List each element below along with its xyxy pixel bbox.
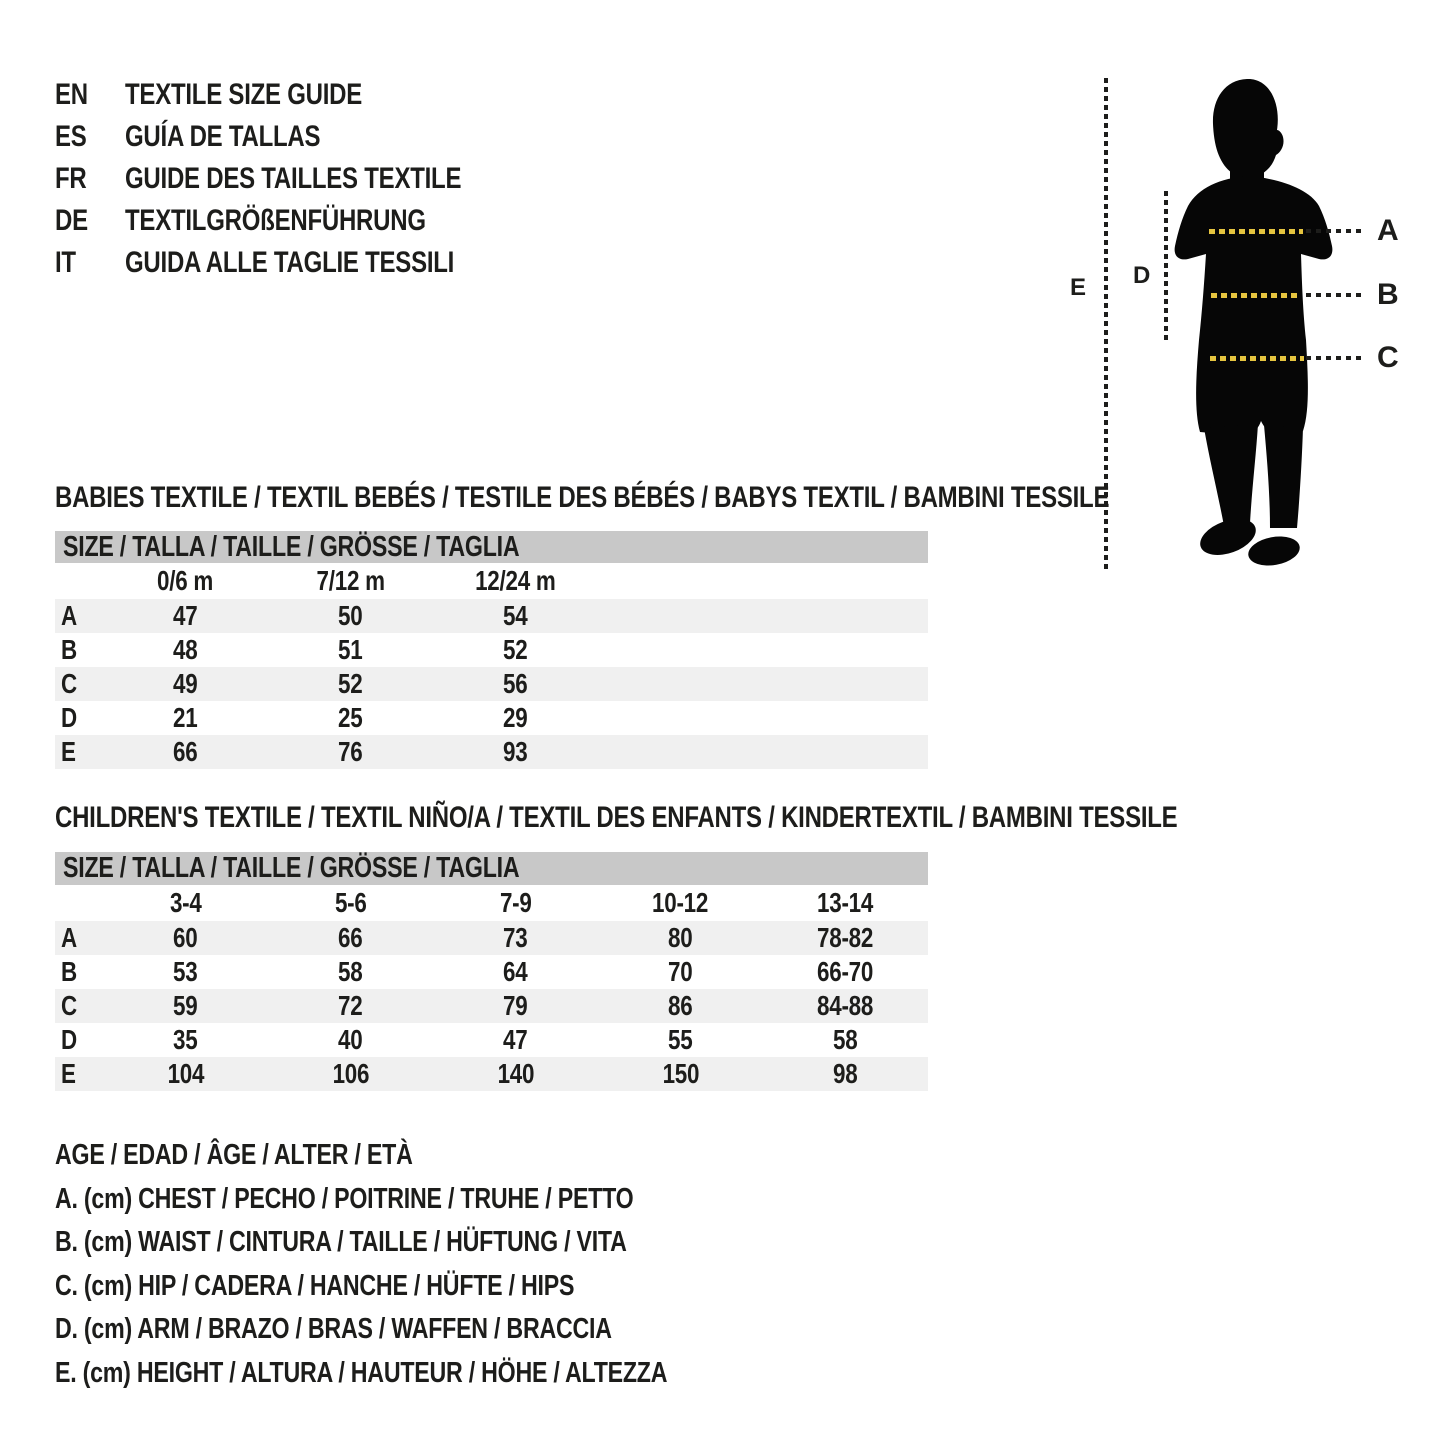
lang-row-it: IT GUIDA ALLE TAGLIE TESSILI [55, 242, 545, 284]
legend-age: AGE / EDAD / ÂGE / ALTER / ETÀ [55, 1139, 413, 1172]
silhouette-head [1212, 78, 1284, 179]
children-row-e: E 104 106 140 150 98 [55, 1057, 928, 1091]
babies-row-b: B 48 51 52 [61, 634, 528, 665]
silhouette-right-shoe [1248, 536, 1300, 566]
legend-arm: D. (cm) ARM / BRAZO / BRAS / WAFFEN / BR… [55, 1313, 612, 1346]
babies-section-title: BABIES TEXTILE / TEXTIL BEBÉS / TESTILE … [55, 481, 1110, 514]
children-column-headers: 3-4 5-6 7-9 10-12 13-14 [55, 885, 928, 921]
children-col-5-6: 5-6 [334, 887, 367, 918]
silhouette-right-leg [1264, 425, 1303, 528]
lang-code-fr: FR [55, 162, 87, 195]
children-section-title: CHILDREN'S TEXTILE / TEXTIL NIÑO/A / TEX… [55, 801, 1178, 834]
lang-row-fr: FR GUIDE DES TAILLES TEXTILE [55, 158, 545, 200]
chest-measure-dash-outer [1306, 229, 1364, 233]
lang-title-es: GUÍA DE TALLAS [125, 120, 321, 153]
lang-title-it: GUIDA ALLE TAGLIE TESSILI [125, 246, 455, 279]
figure-label-d: D [1133, 262, 1151, 289]
child-silhouette-image [1174, 78, 1333, 566]
chest-measure-dash-inner [1209, 229, 1303, 234]
babies-col-0-6m: 0/6 m [157, 565, 214, 596]
legend-height: E. (cm) HEIGHT / ALTURA / HAUTEUR / HÖHE… [55, 1356, 668, 1389]
babies-row-e: E 66 76 93 [55, 735, 928, 769]
children-col-3-4: 3-4 [169, 887, 202, 918]
legend-chest: A. (cm) CHEST / PECHO / POITRINE / TRUHE… [55, 1182, 634, 1215]
lang-title-de: TEXTILGRÖßENFÜHRUNG [125, 204, 426, 237]
measurement-legend: AGE / EDAD / ÂGE / ALTER / ETÀ A. (cm) C… [55, 1134, 820, 1395]
children-size-bar: SIZE / TALLA / TAILLE / GRÖSSE / TAGLIA [55, 852, 928, 885]
lang-row-en: EN TEXTILE SIZE GUIDE [55, 74, 545, 116]
babies-col-7-12m: 7/12 m [316, 565, 385, 596]
figure-label-c: C [1377, 341, 1399, 374]
height-measure-line-e [1104, 78, 1108, 570]
babies-row-c: C 49 52 56 [55, 667, 928, 701]
lang-row-de: DE TEXTILGRÖßENFÜHRUNG [55, 200, 545, 242]
waist-measure-dash-outer [1306, 293, 1364, 297]
children-row-b: B 53 58 64 70 66-70 [61, 956, 874, 987]
silhouette-left-leg [1204, 424, 1258, 526]
hip-measure-dash-outer [1306, 356, 1364, 360]
lang-code-de: DE [55, 204, 88, 237]
lang-code-en: EN [55, 78, 88, 111]
waist-measure-dash-inner [1211, 293, 1301, 298]
lang-title-en: TEXTILE SIZE GUIDE [125, 78, 363, 111]
children-col-10-12: 10-12 [652, 887, 709, 918]
lang-title-fr: GUIDE DES TAILLES TEXTILE [125, 162, 462, 195]
children-col-7-9: 7-9 [499, 887, 532, 918]
babies-column-headers: 0/6 m 7/12 m 12/24 m [55, 563, 928, 599]
arm-measure-line-d [1164, 191, 1168, 344]
lang-row-es: ES GUÍA DE TALLAS [55, 116, 545, 158]
figure-label-a: A [1377, 214, 1399, 247]
silhouette-torso [1174, 176, 1333, 436]
legend-waist: B. (cm) WAIST / CINTURA / TAILLE / HÜFTU… [55, 1226, 627, 1259]
babies-col-12-24m: 12/24 m [475, 565, 556, 596]
babies-row-a: A 47 50 54 [55, 599, 928, 633]
children-row-c: C 59 72 79 86 84-88 [55, 989, 928, 1023]
children-size-table: SIZE / TALLA / TAILLE / GRÖSSE / TAGLIA … [55, 852, 928, 1091]
children-row-a: A 60 66 73 80 78-82 [55, 921, 928, 955]
babies-size-bar: SIZE / TALLA / TAILLE / GRÖSSE / TAGLIA [55, 531, 928, 563]
children-row-d: D 35 40 47 55 58 [61, 1024, 858, 1055]
language-title-block: EN TEXTILE SIZE GUIDE ES GUÍA DE TALLAS … [55, 74, 545, 284]
children-col-13-14: 13-14 [817, 887, 874, 918]
silhouette-left-shoe [1200, 518, 1256, 556]
figure-label-e: E [1070, 274, 1087, 301]
babies-row-d: D 21 25 29 [61, 702, 528, 733]
hip-measure-dash-inner [1210, 356, 1304, 361]
babies-size-table: SIZE / TALLA / TAILLE / GRÖSSE / TAGLIA … [55, 531, 928, 769]
legend-hip: C. (cm) HIP / CADERA / HANCHE / HÜFTE / … [55, 1269, 575, 1302]
lang-code-es: ES [55, 120, 87, 153]
lang-code-it: IT [55, 246, 76, 279]
figure-label-b: B [1377, 278, 1399, 311]
